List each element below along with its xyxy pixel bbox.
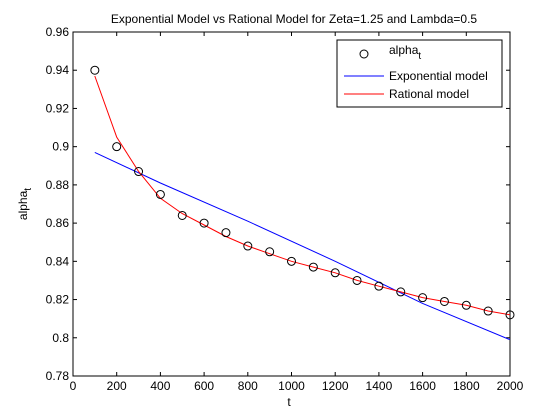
y-axis-label-sub: t — [23, 188, 34, 191]
data-point — [483, 306, 493, 316]
data-point — [155, 189, 165, 199]
x-tick-label: 600 — [194, 379, 214, 393]
x-tick-label: 0 — [70, 379, 77, 393]
y-axis-label-main: alpha — [16, 190, 30, 220]
data-point — [134, 167, 144, 177]
y-tick-label: 0.8 — [52, 331, 69, 345]
legend: alphat Exponential model Rational model — [336, 39, 503, 108]
data-point — [199, 218, 209, 228]
legend-label-alpha-t-main: alpha — [389, 43, 419, 57]
series-alpha-t — [90, 65, 515, 320]
data-point — [177, 210, 187, 220]
y-tick-label: 0.82 — [46, 293, 70, 307]
data-point — [330, 268, 340, 278]
x-tick-label: 1800 — [453, 379, 480, 393]
data-point — [505, 310, 515, 320]
y-tick-label: 0.78 — [46, 369, 70, 383]
chart-title: Exponential Model vs Rational Model for … — [111, 12, 478, 26]
x-tick-label: 800 — [238, 379, 258, 393]
data-point — [374, 281, 384, 291]
y-axis-label: alphat — [16, 188, 34, 220]
data-point — [439, 296, 449, 306]
series-line — [94, 151, 511, 341]
data-point — [243, 241, 253, 251]
x-axis-label: t — [287, 395, 291, 409]
data-point — [265, 247, 275, 257]
legend-box — [336, 39, 503, 108]
y-axis-ticks: 0.78 0.8 0.82 0.84 0.86 0.88 0.9 0.92 0.94 0.96 — [46, 25, 510, 383]
x-tick-label: 2000 — [497, 379, 524, 393]
x-tick-label: 1600 — [409, 379, 436, 393]
data-point — [287, 256, 296, 266]
x-tick-label: 200 — [107, 379, 127, 393]
legend-marker-alpha-t — [359, 49, 369, 59]
data-point — [221, 228, 231, 238]
y-tick-label: 0.84 — [46, 254, 70, 268]
x-tick-label: 1400 — [366, 379, 393, 393]
data-point — [352, 275, 362, 285]
series-exponential-model — [94, 151, 511, 341]
data-point — [396, 287, 406, 297]
y-tick-label: 0.9 — [52, 140, 69, 154]
data-point — [418, 293, 428, 303]
legend-label-rational: Rational model — [389, 87, 469, 101]
y-tick-label: 0.94 — [46, 63, 70, 77]
x-tick-label: 400 — [150, 379, 170, 393]
data-point — [112, 142, 122, 152]
y-tick-label: 0.86 — [46, 216, 70, 230]
data-point — [461, 300, 471, 310]
y-tick-label: 0.96 — [46, 25, 70, 39]
y-tick-label: 0.88 — [46, 178, 70, 192]
legend-label-alpha-t: alphat — [389, 43, 421, 62]
y-tick-label: 0.92 — [46, 101, 70, 115]
data-point — [90, 65, 100, 75]
legend-label-alpha-t-sub: t — [418, 51, 421, 62]
x-tick-label: 1000 — [278, 379, 305, 393]
data-point — [308, 262, 318, 272]
x-axis-ticks: 0 200 400 600 800 1000 1200 1400 1600 1800 2000 — [70, 32, 524, 393]
legend-label-exponential: Exponential model — [389, 69, 488, 83]
x-tick-label: 1200 — [322, 379, 349, 393]
